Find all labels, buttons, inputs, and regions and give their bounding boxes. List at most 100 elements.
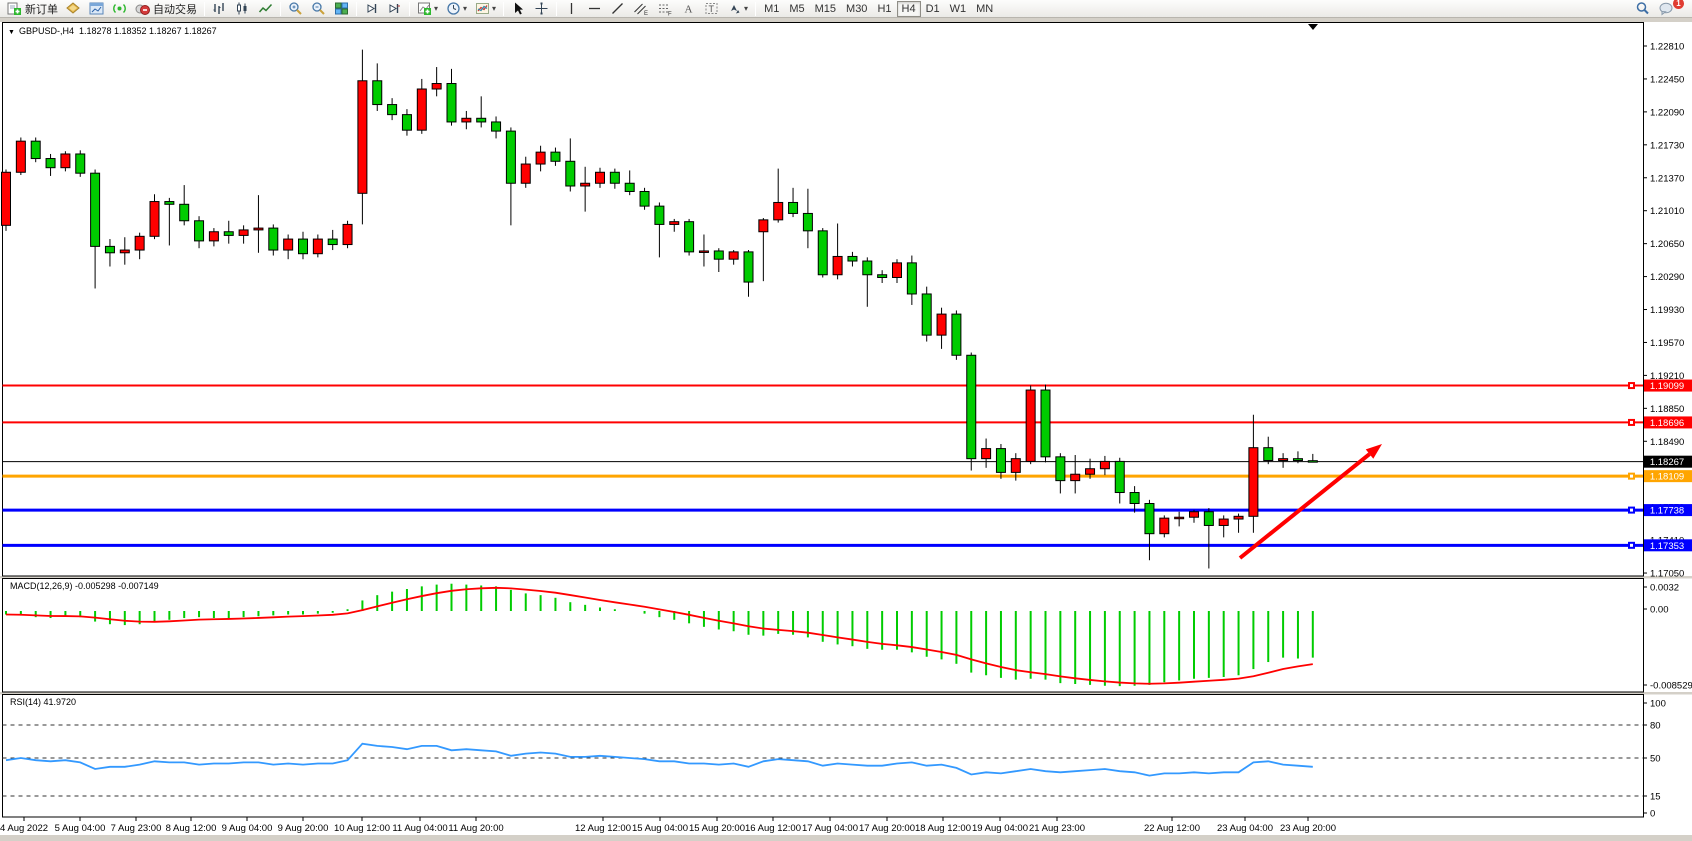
line-chart-button[interactable] xyxy=(254,1,277,17)
toolbar: 新订单 自动交易 ▾ ▾ ▾ E F xyxy=(0,0,1692,18)
svg-text:A: A xyxy=(685,4,693,16)
macd-signal-line xyxy=(5,586,1313,685)
svg-text:1.22450: 1.22450 xyxy=(1650,74,1684,85)
svg-text:17 Aug 20:00: 17 Aug 20:00 xyxy=(859,823,915,834)
svg-text:1.17738: 1.17738 xyxy=(1650,506,1684,517)
chat-button[interactable]: 1 xyxy=(1654,0,1684,17)
macd-panel: 0.0032 0.00 -0.008529 xyxy=(2,578,1692,693)
indicators-button[interactable]: ▾ xyxy=(413,1,442,17)
candlestick-chart-icon xyxy=(235,1,250,16)
auto-scroll-button[interactable] xyxy=(360,1,383,17)
svg-text:1.22810: 1.22810 xyxy=(1650,42,1684,53)
text-tool[interactable]: A xyxy=(677,1,700,17)
svg-text:F: F xyxy=(668,12,672,17)
zoom-in-button[interactable] xyxy=(284,1,307,17)
rsi-value: 41.9720 xyxy=(43,697,77,707)
svg-text:23 Aug 20:00: 23 Aug 20:00 xyxy=(1280,823,1336,834)
timeframe-m15[interactable]: M15 xyxy=(814,2,837,15)
svg-text:50: 50 xyxy=(1650,754,1661,765)
timeframe-m1[interactable]: M1 xyxy=(764,2,780,15)
market-watch-button[interactable] xyxy=(62,1,85,17)
rsi-panel: 100 80 50 15 0 xyxy=(2,694,1666,820)
svg-text:18 Aug 12:00: 18 Aug 12:00 xyxy=(915,823,971,834)
chart-shift-button[interactable] xyxy=(383,1,406,17)
channel-tool[interactable]: E xyxy=(629,1,653,17)
svg-text:9 Aug 04:00: 9 Aug 04:00 xyxy=(222,823,273,834)
periods-clock-icon xyxy=(446,1,461,16)
timeframe-m30[interactable]: M30 xyxy=(846,2,868,15)
timeframe-h4[interactable]: H4 xyxy=(896,0,921,17)
horizontal-line-tool[interactable] xyxy=(583,1,606,17)
main-price-panel xyxy=(2,22,1644,577)
search-icon xyxy=(1635,1,1650,16)
svg-text:9 Aug 20:00: 9 Aug 20:00 xyxy=(278,823,329,834)
arrows-tool[interactable]: ▾ xyxy=(723,1,752,17)
market-watch-icon xyxy=(66,1,81,16)
periods-button[interactable]: ▾ xyxy=(442,1,471,17)
chart-window-button[interactable] xyxy=(85,1,108,17)
macd-values: -0.005298 -0.007149 xyxy=(75,581,159,591)
line-chart-icon xyxy=(258,1,273,16)
svg-text:7 Aug 23:00: 7 Aug 23:00 xyxy=(111,823,162,834)
trend-arrow[interactable] xyxy=(1238,452,1371,560)
timeframe-w1[interactable]: W1 xyxy=(949,2,967,15)
svg-text:1.21370: 1.21370 xyxy=(1650,173,1684,184)
tile-windows-button[interactable] xyxy=(330,1,353,17)
candlestick-chart-button[interactable] xyxy=(231,1,254,17)
text-label-tool[interactable]: T xyxy=(700,1,723,17)
text-icon: A xyxy=(681,1,696,16)
candlesticks xyxy=(1,49,1318,569)
svg-text:-0.008529: -0.008529 xyxy=(1650,681,1692,692)
svg-text:4 Aug 2022: 4 Aug 2022 xyxy=(0,823,48,834)
search-button[interactable] xyxy=(1631,1,1654,17)
vertical-line-tool[interactable] xyxy=(560,1,583,17)
indicators-icon xyxy=(417,1,432,16)
new-order-button[interactable]: 新订单 xyxy=(3,1,62,17)
svg-text:15: 15 xyxy=(1650,792,1661,803)
timeframe-d1[interactable]: D1 xyxy=(925,2,940,15)
svg-text:100: 100 xyxy=(1650,699,1666,710)
svg-text:16 Aug 12:00: 16 Aug 12:00 xyxy=(745,823,801,834)
svg-text:19 Aug 04:00: 19 Aug 04:00 xyxy=(972,823,1028,834)
fibonacci-tool[interactable]: F xyxy=(653,1,677,17)
svg-text:1.17353: 1.17353 xyxy=(1650,541,1684,552)
new-order-icon xyxy=(7,1,22,16)
svg-text:1.17050: 1.17050 xyxy=(1650,569,1684,580)
zoom-out-button[interactable] xyxy=(307,1,330,17)
bar-chart-button[interactable] xyxy=(208,1,231,17)
signals-button[interactable] xyxy=(108,1,131,17)
svg-text:21 Aug 23:00: 21 Aug 23:00 xyxy=(1029,823,1085,834)
trendline-tool[interactable] xyxy=(606,1,629,17)
svg-text:1.19099: 1.19099 xyxy=(1650,381,1684,392)
svg-text:23 Aug 04:00: 23 Aug 04:00 xyxy=(1217,823,1273,834)
svg-text:11 Aug 20:00: 11 Aug 20:00 xyxy=(448,823,503,834)
indicators-dropdown-arrow: ▾ xyxy=(434,4,439,13)
timeframe-h1[interactable]: H1 xyxy=(877,2,892,15)
chart-window-icon xyxy=(89,1,104,16)
svg-text:80: 80 xyxy=(1650,721,1661,732)
crosshair-button[interactable] xyxy=(530,1,553,17)
fibonacci-icon: F xyxy=(657,1,673,16)
svg-text:5 Aug 04:00: 5 Aug 04:00 xyxy=(55,823,106,834)
templates-button[interactable]: ▾ xyxy=(471,1,500,17)
svg-text:1.18267: 1.18267 xyxy=(1650,457,1684,468)
rsi-line xyxy=(5,742,1313,777)
svg-text:T: T xyxy=(709,4,715,14)
templates-dropdown-arrow: ▾ xyxy=(492,4,497,13)
arrows-icon xyxy=(727,1,742,16)
periods-dropdown-arrow: ▾ xyxy=(463,4,468,13)
auto-trading-button[interactable]: 自动交易 xyxy=(131,1,201,17)
svg-text:1.18850: 1.18850 xyxy=(1650,404,1684,415)
svg-text:12 Aug 12:00: 12 Aug 12:00 xyxy=(575,823,631,834)
chart-canvas[interactable]: 0.00320.00-0.00852910080501501.228101.22… xyxy=(0,22,1692,841)
timeframe-m5[interactable]: M5 xyxy=(789,2,805,15)
auto-trading-label: 自动交易 xyxy=(153,3,197,16)
trendline-icon xyxy=(610,1,625,16)
window-bottom-edge xyxy=(0,835,1692,841)
cursor-button[interactable] xyxy=(507,1,530,17)
timeframe-mn[interactable]: MN xyxy=(976,2,994,15)
svg-text:1.19570: 1.19570 xyxy=(1650,338,1684,349)
symbol-collapse-icon[interactable]: ▼ xyxy=(8,29,15,36)
svg-text:1.22090: 1.22090 xyxy=(1650,107,1684,118)
tile-windows-icon xyxy=(334,1,349,16)
